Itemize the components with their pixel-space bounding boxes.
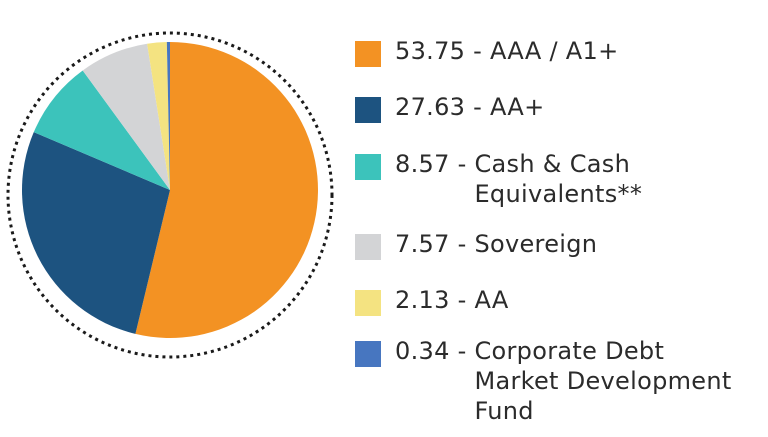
pie-slice-2	[33, 70, 171, 190]
legend-item: 27.63 - AA+	[355, 92, 545, 123]
legend-value: 53.75	[395, 37, 466, 65]
legend-item: 0.34 - Corporate Debt Market Development F…	[355, 336, 732, 426]
legend-value: 2.13	[395, 286, 450, 314]
legend-label: Sovereign	[474, 229, 597, 259]
legend-swatch	[355, 234, 381, 260]
legend-item: 53.75 - AAA / A1+	[355, 36, 618, 67]
legend-value: 8.57	[395, 150, 450, 178]
legend-swatch	[355, 154, 381, 180]
legend-text: 7.57 - Sovereign	[395, 229, 597, 259]
pie-slice-4	[147, 42, 170, 190]
legend-separator: -	[449, 286, 475, 314]
legend-text: 53.75 - AAA / A1+	[395, 36, 618, 66]
legend-text: 8.57 - Cash & Cash Equivalents**	[395, 149, 642, 209]
legend-label-line: Corporate Debt	[474, 337, 665, 365]
legend-label: AAA / A1+	[490, 36, 618, 66]
legend-label: Cash & Cash Equivalents**	[474, 149, 642, 209]
legend-value: 0.34	[395, 337, 450, 365]
legend-swatch	[355, 290, 381, 316]
legend-text: 0.34 - Corporate Debt Market Development F…	[395, 336, 732, 426]
pie-chart	[6, 31, 334, 359]
pie-slices	[21, 41, 318, 338]
legend-label: Corporate Debt Market Development Fund	[474, 336, 731, 426]
legend-label-line: AA	[474, 286, 509, 314]
legend-separator: -	[449, 337, 475, 365]
legend-item: 7.57 - Sovereign	[355, 229, 597, 260]
legend-label-line: AAA / A1+	[490, 37, 619, 65]
pie-outline-dotted	[6, 31, 334, 359]
legend-label-line: Equivalents**	[474, 180, 643, 208]
pie-slice-5	[166, 41, 170, 190]
legend-separator: -	[465, 37, 491, 65]
legend-text: 2.13 - AA	[395, 285, 509, 315]
legend-separator: -	[449, 230, 475, 258]
legend-separator: -	[449, 150, 475, 178]
legend-separator: -	[465, 93, 491, 121]
pie-slice-1	[21, 132, 171, 334]
legend-value: 7.57	[395, 230, 450, 258]
pie-slice-0	[135, 42, 318, 338]
legend-swatch	[355, 41, 381, 67]
legend-label-line: AA+	[490, 93, 545, 121]
legend-label: AA	[474, 285, 508, 315]
legend-swatch	[355, 97, 381, 123]
legend-text: 27.63 - AA+	[395, 92, 545, 122]
legend-item: 2.13 - AA	[355, 285, 509, 316]
legend-label-line: Sovereign	[474, 230, 598, 258]
legend-label-line: Market Development	[474, 367, 732, 395]
legend-value: 27.63	[395, 93, 466, 121]
legend-label: AA+	[490, 92, 545, 122]
legend-label-line: Cash & Cash	[474, 150, 631, 178]
legend-swatch	[355, 341, 381, 367]
legend-label-line: Fund	[474, 397, 534, 425]
legend-item: 8.57 - Cash & Cash Equivalents**	[355, 149, 642, 209]
pie-slice-3	[82, 43, 170, 190]
